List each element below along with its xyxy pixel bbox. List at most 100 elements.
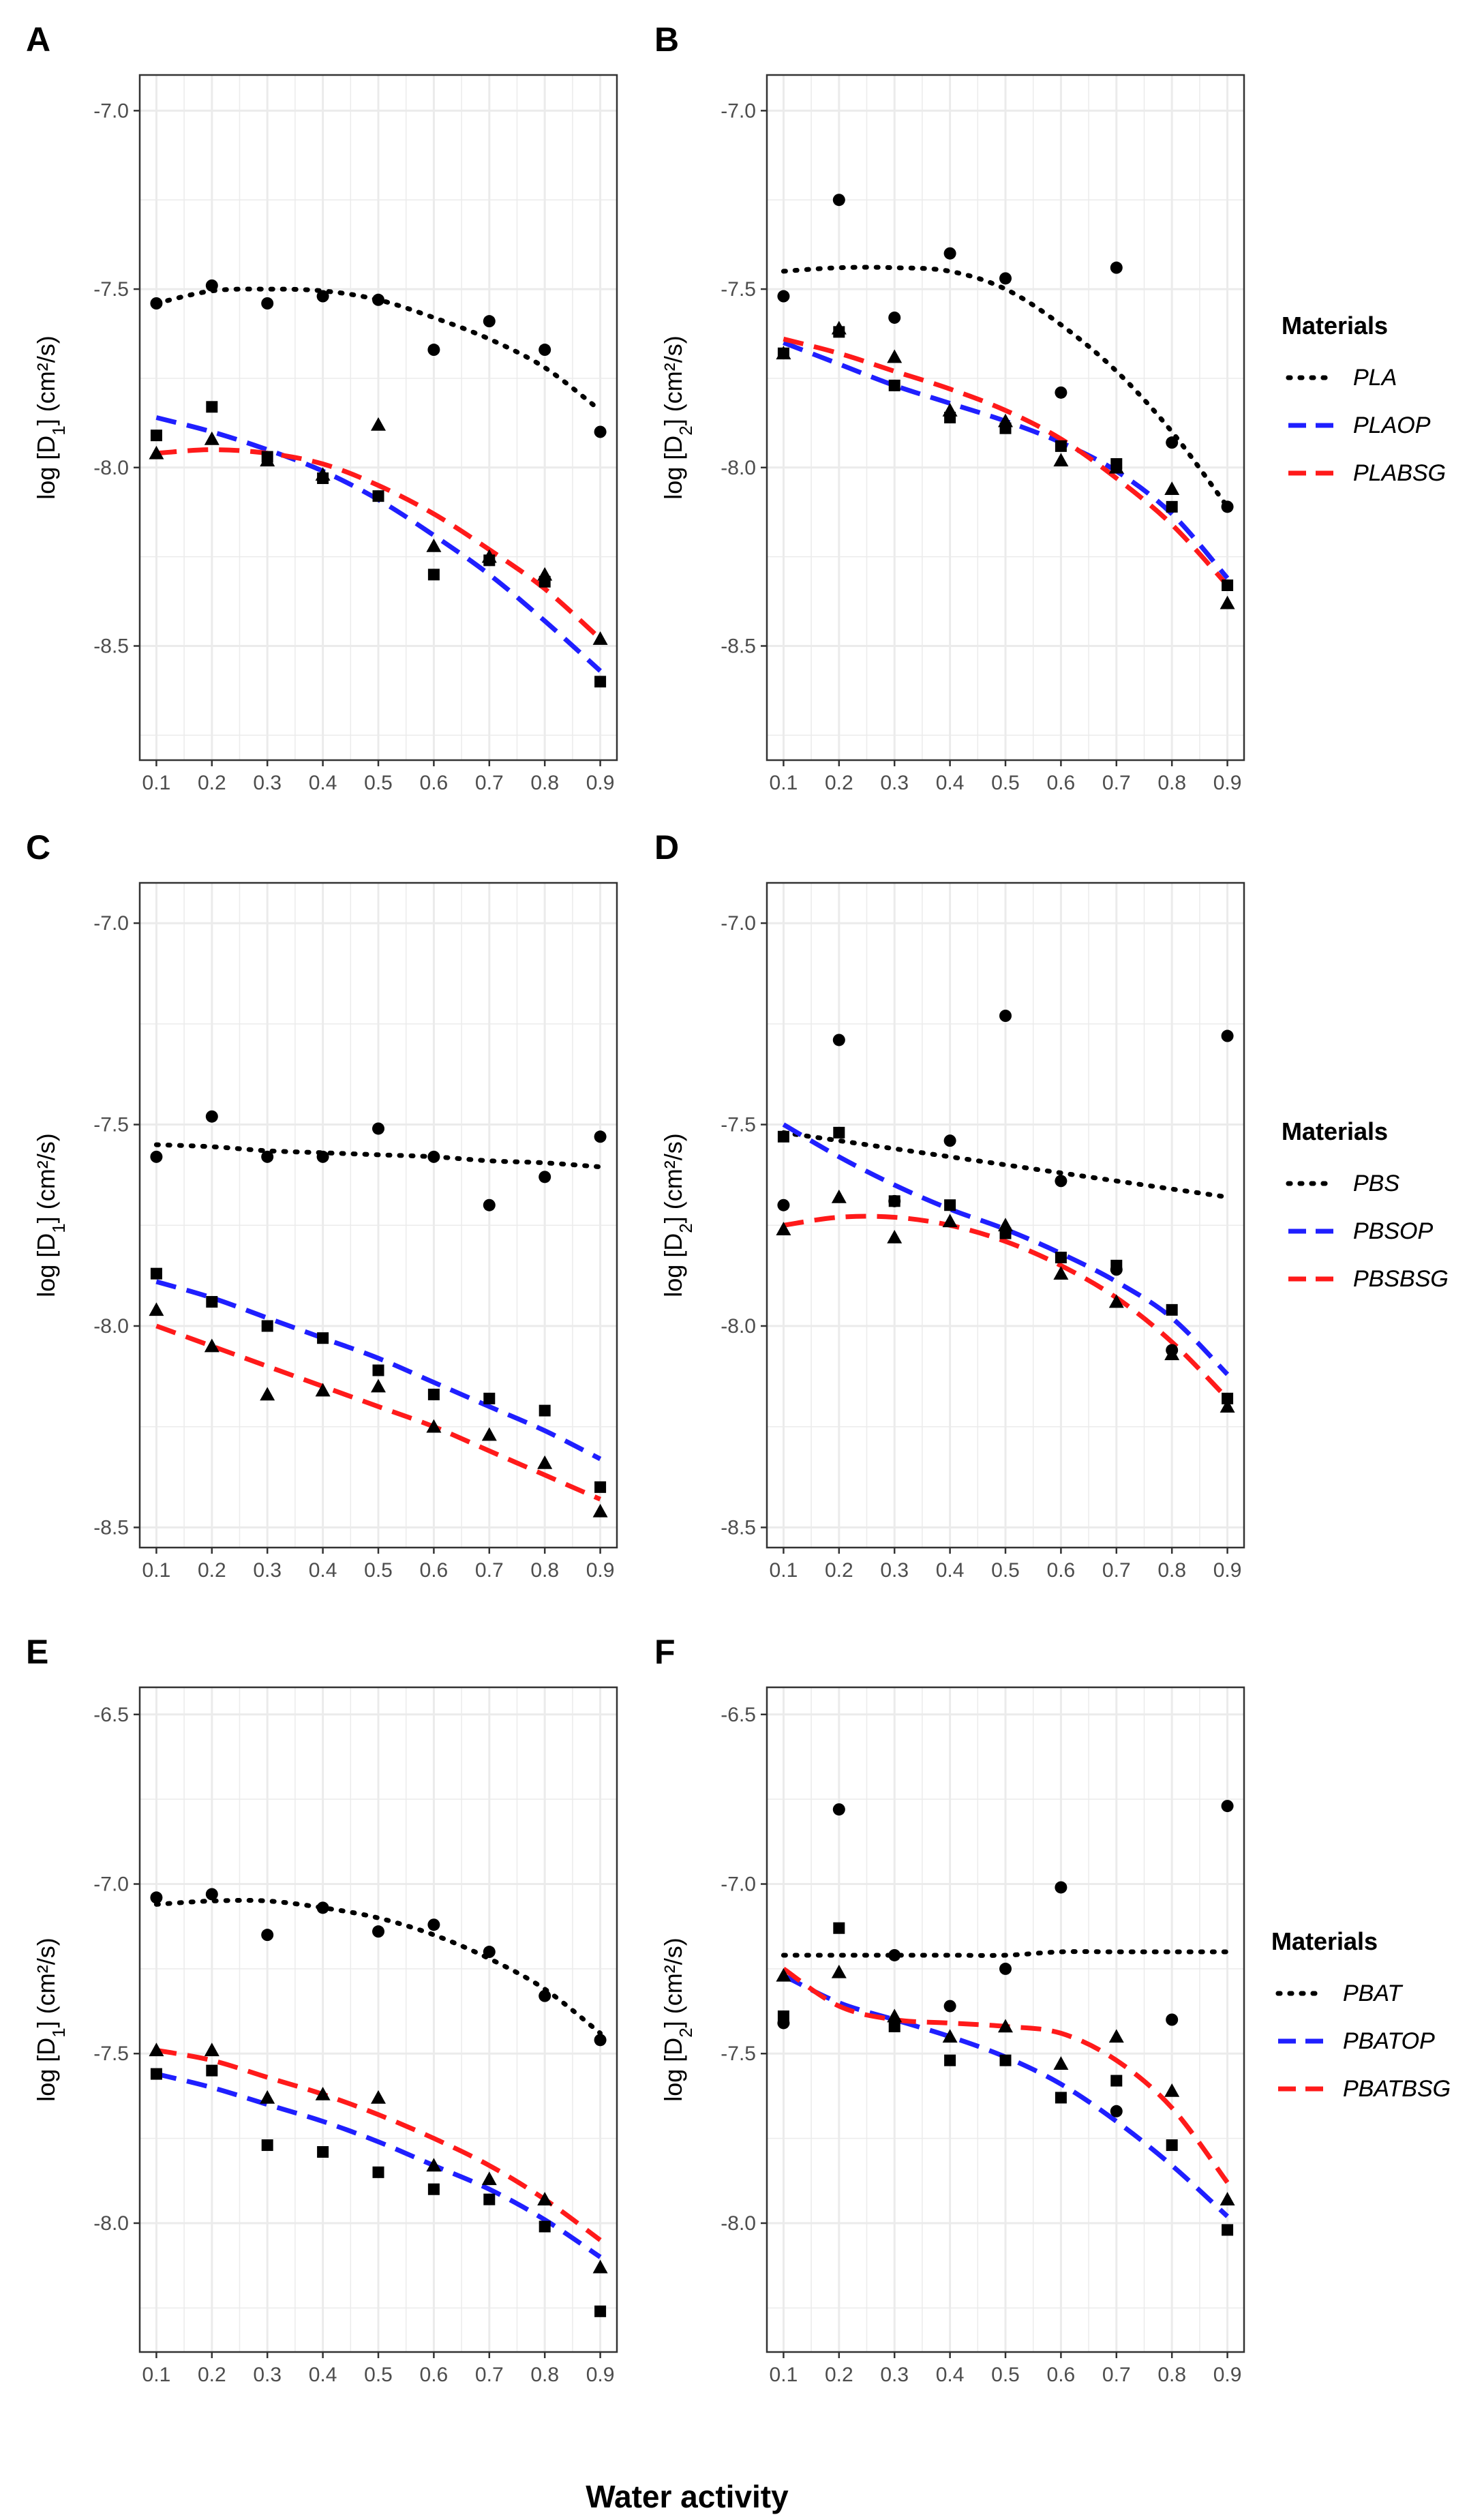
x-tick-label: 0.4 [309,2364,337,2386]
data-point-circle [150,1150,163,1163]
data-point-triangle [1164,1346,1180,1361]
x-tick-label: 0.9 [1213,1559,1242,1582]
data-point-square [888,1195,900,1207]
panel-letter: E [26,1633,48,1671]
x-tick-label: 0.2 [198,1559,226,1582]
x-axis-title: Water activity [586,2479,789,2514]
fit-line-pbsop [155,1279,602,1462]
fit-line-plabsg [783,336,1230,587]
x-tick-label: 0.4 [936,2364,965,2386]
legend-entry-plaop: PLAOP [1353,412,1431,438]
y-tick-label: -8.0 [721,2212,756,2235]
data-point-triangle [1164,481,1180,495]
fit-line-pbs [153,1142,603,1170]
fit-line-pbsbsg [783,1214,1230,1400]
data-point-triangle [1108,459,1124,474]
legend-entry-plabsg: PLABSG [1353,460,1446,486]
data-point-square [427,1388,440,1400]
data-point-triangle [537,1455,553,1469]
y-tick-label: -8.0 [721,457,756,479]
x-tick-label: 0.2 [825,1559,853,1582]
data-point-circle [1221,500,1234,513]
data-point-square [1222,579,1234,592]
y-tick-label: -8.5 [721,1516,756,1539]
points-pbatbsg [776,1964,1235,2205]
y-tick-label: -8.0 [93,457,129,479]
data-point-triangle [942,2029,958,2043]
data-point-circle [539,1989,551,2002]
data-point-circle [427,344,440,357]
x-tick-label: 0.4 [936,1559,965,1582]
data-point-circle [1055,1175,1067,1188]
data-point-triangle [831,1964,847,1978]
y-axis-title-subscript: 1 [48,1223,69,1233]
data-point-triangle [887,2008,903,2023]
x-tick-label: 0.6 [420,1559,449,1582]
y-tick-label: -7.5 [721,278,756,301]
data-point-circle [316,290,329,303]
fit-line-pbatbsg [155,2047,602,2242]
x-tick-label: 0.3 [253,1559,282,1582]
x-tick-label: 0.9 [586,772,615,794]
y-tick-label: -8.0 [93,2212,129,2235]
data-point-circle [999,272,1012,285]
y-axis-title-subscript: 1 [48,425,69,435]
data-point-triangle [426,2158,442,2172]
legend-title: Materials [1282,1117,1388,1145]
data-point-square [999,2054,1012,2066]
data-point-circle [261,1929,274,1942]
data-point-circle [1110,261,1123,274]
data-point-circle [1055,1881,1067,1894]
points-pbsbsg [149,1302,608,1518]
x-tick-label: 0.6 [1047,772,1076,794]
data-point-triangle [1053,2056,1069,2070]
legend-title: Materials [1282,312,1388,340]
legend-entry-pbs: PBS [1353,1171,1399,1196]
y-tick-label: -7.0 [93,100,129,122]
legend-entry-plabsg: PLABSG [1353,460,1446,486]
x-tick-label: 0.7 [1102,1559,1131,1582]
data-point-square [539,2220,551,2233]
points-pbs [777,1010,1234,1357]
points-pbsop [150,1267,607,1493]
data-point-square [1166,500,1178,513]
x-tick-label: 0.7 [475,772,504,794]
points-pla [150,279,607,438]
y-tick-label: -7.5 [721,1114,756,1136]
legend-entry-pbsop: PBSOP [1353,1218,1433,1244]
data-point-triangle [776,346,791,360]
legend: Materials PBS PBSOP PBSBSG [1282,1117,1449,1292]
y-tick-label: -7.0 [721,912,756,935]
x-tick-label: 0.3 [880,1559,909,1582]
y-tick-label: -8.0 [93,1315,129,1338]
data-point-triangle [1164,2083,1180,2097]
x-tick-label: 0.9 [586,2364,615,2386]
data-point-square [261,2139,273,2152]
fit-line-pbat [781,1949,1230,1958]
x-tick-label: 0.7 [475,2364,504,2386]
data-point-triangle [998,1218,1013,1232]
x-tick-label: 0.2 [198,772,226,794]
y-axis-title-subscript: 2 [676,1223,696,1233]
chart-panel-b: B 0.1 0.2 0.3 0.4 0.5 0.6 0.7 0.8 0.9 -7.0 -7.5 -8.0… [654,20,1446,794]
y-tick-label: -8.5 [93,1516,129,1539]
data-point-square [317,1332,329,1344]
points-pla [777,194,1234,513]
data-point-triangle [149,1302,164,1316]
data-point-circle [205,279,218,292]
points-plabsg [776,320,1235,609]
x-tick-label: 0.1 [142,1559,171,1582]
data-point-circle [832,1803,845,1816]
x-tick-label: 0.5 [991,1559,1020,1582]
data-point-circle [1221,1029,1234,1042]
x-tick-label: 0.7 [475,1559,504,1582]
points-pbat [777,1800,1234,2117]
y-tick-label: -6.5 [93,1704,129,1726]
data-point-circle [832,194,845,207]
data-point-circle [261,1150,274,1163]
data-point-circle [483,315,496,328]
x-tick-label: 0.9 [1213,2364,1242,2386]
data-point-triangle [592,631,608,645]
data-point-triangle [260,2090,275,2104]
